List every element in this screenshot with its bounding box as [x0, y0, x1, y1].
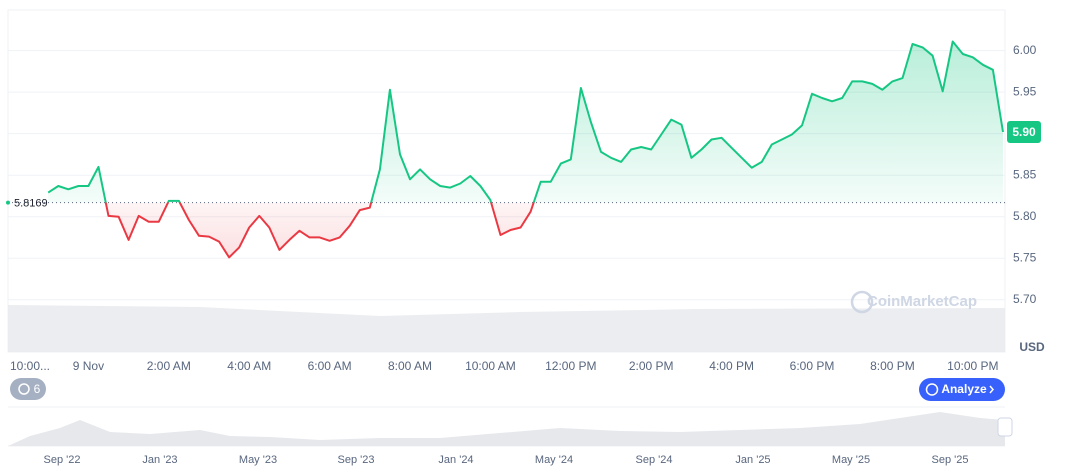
badge-bg [10, 378, 46, 400]
x-tick-label: 8:00 PM [870, 359, 915, 373]
navigator-label: May '23 [239, 454, 277, 466]
navigator-label: Sep '23 [338, 454, 375, 466]
chevron [989, 385, 994, 394]
x-tick-label: 9 Nov [73, 359, 104, 373]
navigator-label: May '25 [832, 454, 870, 466]
button-label: Analyze [941, 382, 987, 396]
x-tick-label: 6:00 AM [308, 359, 352, 373]
y-tick-label: 5.80 [1013, 209, 1037, 223]
x-tick-label: 4:00 PM [709, 359, 754, 373]
x-tick-label: 6:00 PM [790, 359, 835, 373]
navigator-label: Sep '25 [932, 454, 969, 466]
analyze-button[interactable]: Analyze [919, 378, 1005, 401]
x-tick-label: 4:00 AM [227, 359, 271, 373]
watermark-logo [850, 290, 874, 314]
navigator-label: Sep '24 [636, 454, 673, 466]
history-badge[interactable]: 6 [10, 378, 46, 400]
nav-area [8, 412, 1005, 446]
volume-band [8, 305, 1005, 352]
x-tick-label: 2:00 PM [629, 359, 674, 373]
navigator: Sep '22 Jan '23 May '23 Sep '23 Jan '24 May '… [8, 406, 1013, 466]
area [48, 41, 1003, 258]
button-icon [925, 383, 939, 396]
x-tick-label: 10:00 AM [465, 359, 516, 373]
y-tick-label: 6.00 [1013, 43, 1037, 57]
clock-icon [18, 383, 30, 395]
badge-count: 6 [34, 382, 41, 396]
navigator-label: Jan '25 [735, 454, 770, 466]
price-line [47, 40, 1004, 259]
baseline-label: 5.8169 [14, 198, 48, 210]
x-tick-label: 8:00 AM [388, 359, 432, 373]
plot: 5.70 5.75 5.80 5.85 5.90 5.95 6.00 10:00... 9 No… [6, 40, 1041, 373]
y-tick-label: 5.95 [1013, 84, 1037, 98]
navigator-label: Jan '24 [438, 454, 473, 466]
currency-label: USD [1019, 340, 1045, 354]
x-tick-label: 12:00 PM [545, 359, 596, 373]
navigator-label: Sep '22 [44, 454, 81, 466]
x-tick-label: 2:00 AM [147, 359, 191, 373]
baseline-dot [6, 200, 10, 205]
x-tick-label: 10:00... [10, 359, 50, 373]
price-tag-label: 5.90 [1012, 125, 1036, 139]
navigator-label: May '24 [535, 454, 573, 466]
y-tick-label: 5.75 [1013, 250, 1037, 264]
nav-handle[interactable] [997, 417, 1013, 437]
navigator-label: Jan '23 [142, 454, 177, 466]
y-tick-label: 5.85 [1013, 167, 1037, 181]
y-tick-label: 5.70 [1013, 292, 1037, 306]
button-bg [919, 378, 1005, 401]
watermark: CoinMarketCap [867, 293, 977, 310]
price-tag [1007, 121, 1041, 144]
x-tick-label: 10:00 PM [947, 359, 998, 373]
